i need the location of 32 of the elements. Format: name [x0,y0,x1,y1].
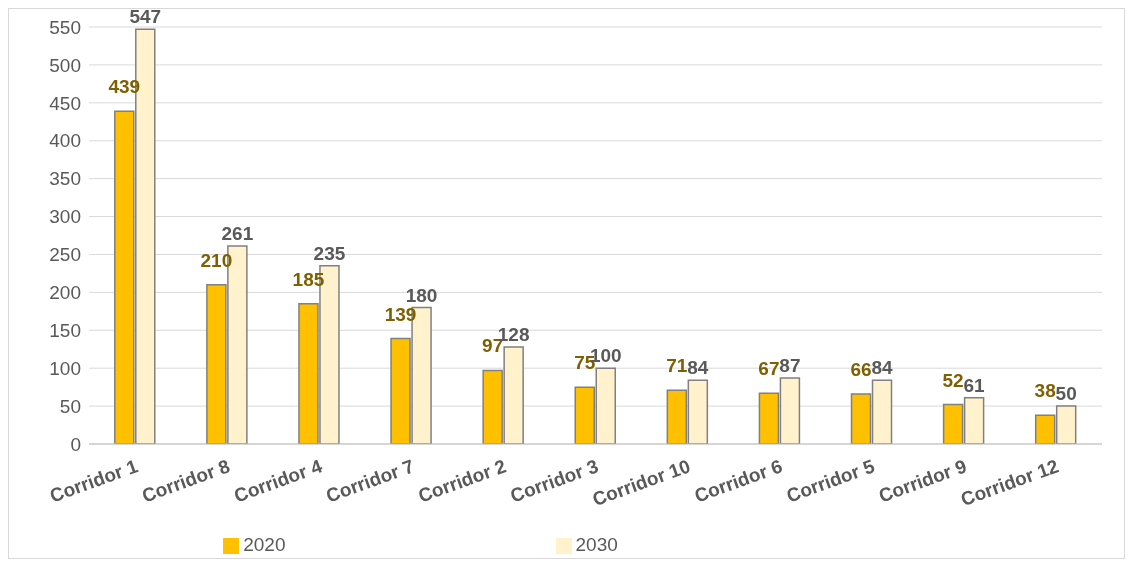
y-tick-label: 550 [49,16,81,38]
data-label: 66 [850,358,872,380]
data-label: 84 [687,357,709,379]
legend-label: 2030 [575,534,618,555]
y-tick-label: 250 [49,244,81,266]
data-label: 38 [1034,380,1056,402]
y-tick-label: 0 [70,433,81,455]
data-label: 84 [871,357,894,379]
y-tick-label: 200 [49,282,81,304]
y-tick-label: 50 [59,395,81,417]
y-tick-label: 100 [49,357,81,379]
y-tick-label: 400 [49,130,81,152]
data-label: 261 [221,223,254,245]
data-label: 139 [384,303,417,325]
y-tick-label: 150 [49,320,81,342]
data-label: 180 [405,284,438,306]
data-label: 185 [292,268,325,290]
data-label: 210 [200,249,233,271]
data-label: 50 [1055,383,1077,405]
data-label: 52 [942,369,964,391]
data-label: 87 [779,355,801,377]
data-label: 67 [758,358,780,380]
data-label: 235 [313,242,346,264]
data-label: 547 [129,6,162,28]
y-tick-label: 500 [49,54,81,76]
y-tick-label: 450 [49,92,81,114]
legend-label: 2020 [243,534,286,555]
y-tick-label: 350 [49,168,81,190]
data-label: 439 [108,76,141,98]
data-label: 71 [666,355,688,377]
data-label: 61 [963,374,986,396]
y-tick-label: 300 [49,206,81,228]
